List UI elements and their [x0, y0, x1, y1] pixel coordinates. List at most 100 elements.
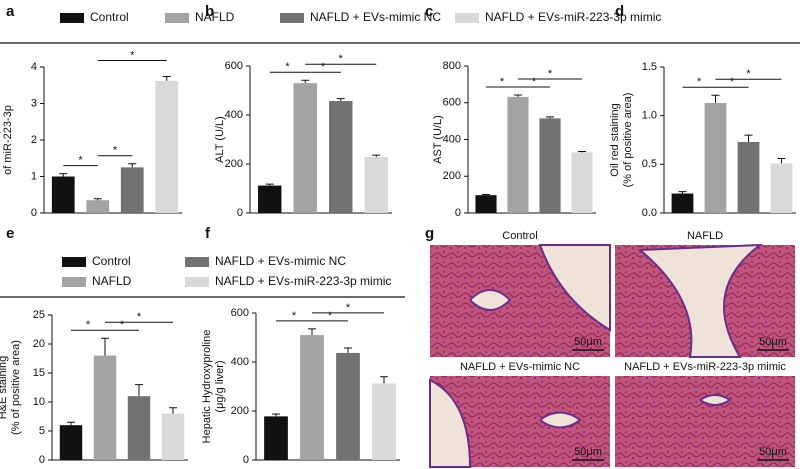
error-bar [162, 75, 171, 81]
y-tick-label: 20 [33, 338, 45, 350]
legend-label: NAFLD + EVs-miR-223-3p mimic [215, 274, 391, 288]
error-bar [59, 173, 68, 177]
y-tick-label: 25 [33, 309, 45, 321]
bar [737, 141, 760, 213]
scale-bar-label: 50μm [759, 446, 787, 458]
bar [539, 118, 561, 213]
significance-label: * [339, 53, 344, 65]
error-bar [101, 337, 109, 356]
bar [329, 101, 353, 213]
legend-label: NAFLD + EVs-mimic NC [310, 10, 441, 24]
significance-label: * [321, 61, 326, 73]
y-axis-label: (% of positive area) [622, 93, 634, 188]
significance-label: * [120, 319, 125, 331]
error-bar [301, 79, 310, 84]
histology-vessel [469, 244, 611, 332]
bar [93, 355, 117, 460]
bar [264, 416, 288, 460]
error-bar [135, 384, 143, 397]
bar [127, 396, 151, 460]
y-tick-label: 800 [443, 60, 461, 72]
panel-letter: c [425, 3, 433, 20]
y-tick-label: 0 [237, 207, 243, 219]
error-bar [777, 157, 786, 164]
legend-swatch [62, 277, 86, 287]
legend-swatch [60, 13, 84, 23]
y-tick-label: 200 [225, 158, 243, 170]
scale-bar-label: 50μm [574, 336, 602, 348]
error-bar [336, 98, 345, 102]
error-bar [67, 421, 75, 426]
legend-label: NAFLD [195, 10, 235, 24]
bar [475, 195, 497, 213]
y-tick-label: 0 [455, 207, 461, 219]
histology-vessel [699, 394, 732, 406]
significance-label: * [328, 310, 333, 322]
bar [571, 152, 593, 213]
y-tick-label: 1 [31, 170, 37, 182]
error-bar [308, 328, 316, 336]
y-tick-label: 0.0 [642, 207, 657, 219]
significance-label: * [130, 49, 135, 61]
bar [120, 167, 144, 213]
significance-label: * [532, 76, 537, 88]
bar [59, 425, 83, 460]
y-tick-label: 0.5 [642, 158, 657, 170]
y-tick-label: 0 [39, 454, 45, 466]
bar [258, 185, 282, 213]
significance-label: * [500, 76, 505, 88]
legend-swatch [185, 277, 209, 287]
y-axis-label: (μg/g liver) [214, 360, 226, 412]
panel-letter: e [6, 225, 14, 242]
significance-label: * [113, 145, 118, 157]
panel-letter: d [615, 3, 624, 20]
significance-label: * [78, 154, 83, 166]
legend-label: NAFLD [92, 274, 132, 288]
bar [293, 83, 317, 214]
significance-label: * [292, 310, 297, 322]
y-tick-label: 200 [231, 405, 249, 417]
significance-label: * [746, 68, 751, 80]
legend-swatch [165, 13, 189, 23]
error-bar [380, 376, 388, 384]
significance-label: * [697, 76, 702, 88]
y-tick-label: 10 [33, 396, 45, 408]
panel-letter: b [205, 3, 214, 20]
y-tick-label: 400 [225, 109, 243, 121]
legend-swatch [62, 257, 86, 267]
y-axis-label: H&E staining [0, 356, 9, 420]
panel-letter: f [205, 225, 211, 242]
error-bar [93, 198, 102, 201]
error-bar [128, 163, 137, 168]
significance-label: * [730, 76, 735, 88]
bar [336, 352, 360, 460]
y-tick-label: 2 [31, 134, 37, 146]
y-tick-label: 400 [231, 356, 249, 368]
histology-vessel [429, 378, 582, 468]
bar [671, 193, 694, 213]
y-tick-label: 15 [33, 367, 45, 379]
legend-swatch [185, 257, 209, 267]
image-label: NAFLD + EVs-miR-223-3p mimic [624, 361, 786, 373]
bar [86, 200, 110, 213]
bar [155, 80, 179, 214]
error-bar [482, 193, 490, 196]
error-bar [169, 407, 177, 414]
y-tick-label: 1.5 [642, 61, 657, 73]
y-tick-label: 0 [243, 454, 249, 466]
bar [372, 383, 396, 460]
error-bar [514, 94, 522, 97]
significance-label: * [346, 302, 351, 314]
histology-image [615, 376, 795, 467]
panel-letter: g [425, 225, 434, 242]
y-axis-label: of miR-223-3p [2, 105, 14, 175]
y-axis-label: ALT (U/L) [214, 116, 226, 163]
legend-label: Control [92, 254, 131, 268]
error-bar [711, 94, 720, 104]
bar [704, 103, 727, 213]
y-tick-label: 400 [443, 133, 461, 145]
image-label: NAFLD + EVs-mimic NC [460, 361, 580, 373]
legend-label: NAFLD + EVs-mimic NC [215, 254, 346, 268]
y-axis-label: Relative expression [0, 92, 1, 188]
